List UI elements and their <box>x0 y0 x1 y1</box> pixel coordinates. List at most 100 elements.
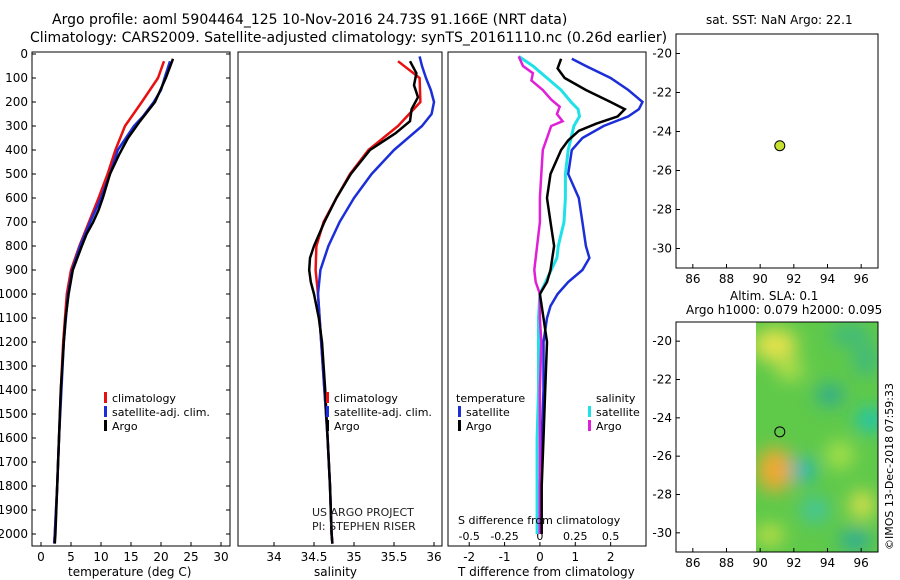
legend-salinity-satellite-label: satellite <box>596 406 640 419</box>
pressure-tick-label: 500 <box>5 167 28 181</box>
pressure-tick-label: 800 <box>5 239 28 253</box>
salinity-tick-label: 34.5 <box>301 550 328 564</box>
sla-blob <box>801 498 829 522</box>
temperature-difference-tick-label: -1 <box>499 550 511 564</box>
sla-map-border <box>675 321 879 553</box>
pressure-tick-label: 1200 <box>0 335 28 349</box>
legend-salinity-argo-swatch <box>588 420 591 431</box>
argo-profile-location <box>774 426 786 438</box>
sla-blob <box>791 458 815 482</box>
legend-temperature-satellite-swatch <box>458 406 461 417</box>
pressure-tick-label: 700 <box>5 215 28 229</box>
map-lon-tick-label: 96 <box>854 556 869 570</box>
legend-temperature-argo-label: Argo <box>466 420 492 433</box>
legend-climatology-label: climatology <box>334 392 398 405</box>
salinity-difference-tick-label: -0.25 <box>490 530 518 543</box>
sla-blob <box>839 530 871 550</box>
temperature-satellite-diff-line <box>538 57 645 534</box>
pressure-tick-label: 1600 <box>0 431 28 445</box>
temperature-plot-frame <box>31 51 231 547</box>
sst-map-panel: sat. SST: NaN Argo: 22.1 86 88 90 92 94 96 -20… <box>652 13 879 286</box>
map-lon-tick-label: 86 <box>685 556 700 570</box>
sla-map-title-2: Argo h1000: 0.079 h2000: 0.095 <box>686 303 882 317</box>
legend-satellite-label: satellite-adj. clim. <box>334 406 432 419</box>
map-lat-tick-label: -22 <box>652 373 672 387</box>
legend-salinity-argo-label: Argo <box>596 420 622 433</box>
sla-map-title-1: Altim. SLA: 0.1 <box>730 289 818 303</box>
legend-satellite-swatch <box>326 406 329 417</box>
temperature-difference-axis: -2 -1 0 1 2 <box>463 542 614 564</box>
map-lon-tick-label: 94 <box>820 556 835 570</box>
imos-footer: ©IMOS 13-Dec-2018 07:59:33 <box>883 383 896 550</box>
salinity-tick-label: 35 <box>346 550 361 564</box>
difference-panel: -2 -1 0 1 2 -0.5 -0.25 0 0.25 0.5 T difference f… <box>447 51 647 579</box>
salinity-tick-label: 34 <box>266 550 281 564</box>
pressure-tick-label: 2000 <box>0 527 28 541</box>
map-lon-tick-label: 90 <box>753 556 768 570</box>
salinity-difference-tick-label: 0.5 <box>602 530 620 543</box>
temperature-difference-tick-label: 0 <box>536 550 544 564</box>
legend-argo-label: Argo <box>334 420 360 433</box>
sla-map-points <box>774 426 786 438</box>
temperature-difference-tick-label: -2 <box>463 550 475 564</box>
sla-blob <box>854 344 878 376</box>
sst-map-points <box>774 140 786 152</box>
map-lat-tick-label: -26 <box>652 449 672 463</box>
pressure-tick-label: 0 <box>20 47 28 61</box>
pressure-tick-label: 1500 <box>0 407 28 421</box>
difference-legend: temperature satellite Argo salinity sate… <box>456 392 640 433</box>
temperature-tick-label: 20 <box>153 550 168 564</box>
temperature-series <box>52 58 175 544</box>
map-lat-tick-label: -30 <box>652 242 672 256</box>
map-lat-tick-label: -30 <box>652 526 672 540</box>
temperature-tick-label: 5 <box>67 550 75 564</box>
sla-blob <box>776 360 804 380</box>
legend-argo-label: Argo <box>112 420 138 433</box>
pressure-tick-label: 1800 <box>0 479 28 493</box>
pi-credit: PI: STEPHEN RISER <box>312 520 416 533</box>
title-line-1: Argo profile: aoml 5904464_125 10-Nov-20… <box>52 12 567 28</box>
difference-series <box>517 55 645 534</box>
salinity-argo-diff-line <box>517 55 565 534</box>
salinity-axis-label: salinity <box>314 565 357 579</box>
pressure-tick-label: 300 <box>5 119 28 133</box>
pressure-tick-label: 1100 <box>0 311 28 325</box>
map-lon-tick-label: 92 <box>786 556 801 570</box>
temperature-difference-axis-label: T difference from climatology <box>457 565 635 579</box>
sla-map-axes: 86 88 90 92 94 96 -20 -22 -24 -26 -28 -30 <box>652 334 868 570</box>
salinity-difference-axis-label: S difference from climatology <box>458 514 621 527</box>
legend-temperature-satellite-label: satellite <box>466 406 510 419</box>
salinity-difference-tick-label: 0.25 <box>563 530 588 543</box>
salinity-panel: 34 34.5 35 35.5 36 salinity climatology sate… <box>237 51 443 579</box>
legend-temperature-argo-swatch <box>458 420 461 431</box>
sst-map-frame <box>675 33 879 269</box>
sla-blob <box>816 385 844 405</box>
map-lat-tick-label: -22 <box>652 86 672 100</box>
map-lat-tick-label: -24 <box>652 411 672 425</box>
pressure-tick-label: 400 <box>5 143 28 157</box>
map-lon-tick-label: 94 <box>820 272 835 286</box>
project-credit: US ARGO PROJECT <box>312 506 414 519</box>
legend-temperature-title: temperature <box>456 392 525 405</box>
map-lat-tick-label: -20 <box>652 334 672 348</box>
legend-satellite-swatch <box>104 406 107 417</box>
temperature-tick-label: 0 <box>37 550 45 564</box>
legend-argo-swatch <box>326 420 329 431</box>
salinity-plot-frame <box>237 51 443 547</box>
salinity-satellite-diff-line <box>517 55 582 534</box>
map-lon-tick-label: 86 <box>685 272 700 286</box>
sla-blob <box>756 525 784 545</box>
sla-heatmap <box>756 322 878 552</box>
pressure-tick-label: 600 <box>5 191 28 205</box>
sst-map-title: sat. SST: NaN Argo: 22.1 <box>706 13 853 27</box>
temperature-axis: 0 5 10 15 20 25 30 <box>37 542 229 564</box>
map-lat-tick-label: -28 <box>652 203 672 217</box>
sla-blob <box>830 325 870 345</box>
argo-profile-location <box>774 140 786 152</box>
sla-blob <box>757 448 793 492</box>
map-lon-tick-label: 88 <box>719 272 734 286</box>
salinity-legend: climatology satellite-adj. clim. Argo <box>326 392 432 433</box>
legend-argo-swatch <box>104 420 107 431</box>
salinity-tick-label: 35.5 <box>381 550 408 564</box>
